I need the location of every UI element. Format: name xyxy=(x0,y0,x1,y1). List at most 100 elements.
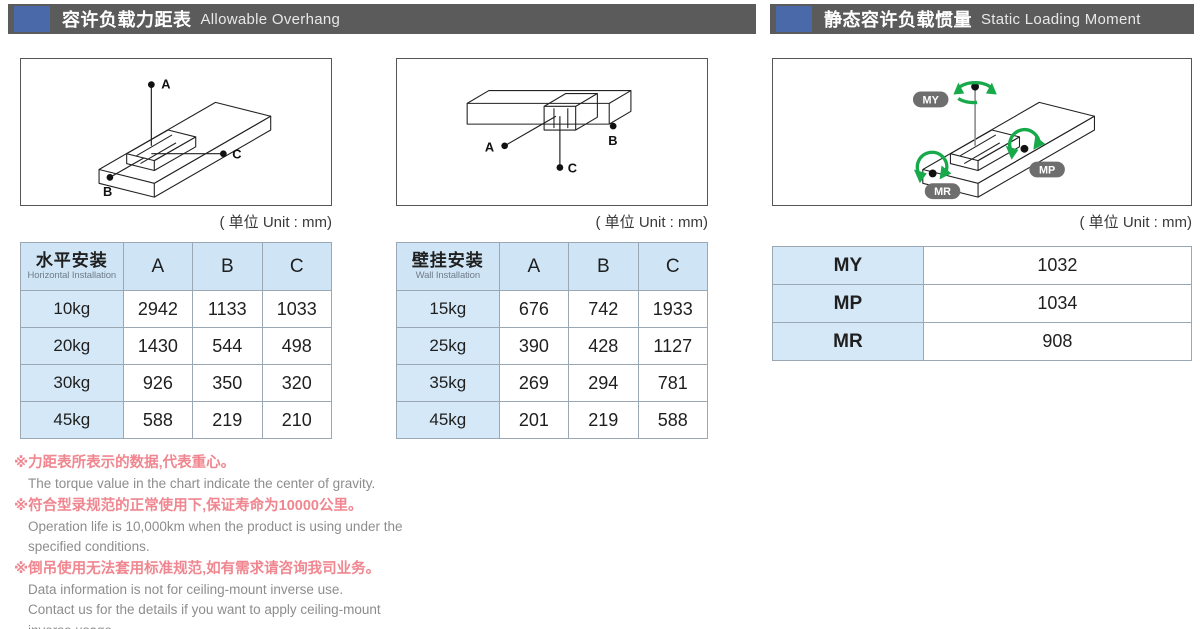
moment-badge-my: MY xyxy=(912,91,949,108)
table-corner-header: 壁挂安装 Wall Installation xyxy=(396,242,500,291)
table-row: 15kg 676 742 1933 xyxy=(396,290,708,328)
cell-a: 2942 xyxy=(122,290,194,328)
cell-a: 926 xyxy=(122,364,194,402)
cell-c: 1127 xyxy=(637,327,708,365)
section-title-en: Static Loading Moment xyxy=(981,10,1141,28)
moment-arrow-my xyxy=(953,80,997,105)
corner-label-en: Wall Installation xyxy=(415,269,481,281)
row-label: 10kg xyxy=(20,290,124,328)
table-row: MP 1034 xyxy=(772,284,1193,323)
footnote-en-3-line-2: Contact us for the details if you want t… xyxy=(28,602,381,618)
moment-label-mr: MR xyxy=(934,186,951,198)
section-title-cn: 容许负载力距表 xyxy=(62,10,192,30)
header-accent-block xyxy=(14,6,50,32)
cell-c: 1033 xyxy=(261,290,332,328)
row-label: 45kg xyxy=(396,401,500,439)
unit-caption-moment: ( 单位 Unit : mm) xyxy=(1079,214,1193,231)
row-label: 25kg xyxy=(396,327,500,365)
cell-b: 1133 xyxy=(192,290,263,328)
table-row: MR 908 xyxy=(772,322,1193,361)
footnote-cn-1: ※力距表所表示的数据‚代表重心。 xyxy=(14,455,236,471)
cell-a: 390 xyxy=(498,327,570,365)
cell-c: 210 xyxy=(261,401,332,439)
moment-badge-mp: MP xyxy=(1029,161,1065,178)
footnotes-block: ※力距表所表示的数据‚代表重心。 The torque value in the… xyxy=(14,452,514,629)
corner-label-cn: 水平安装 xyxy=(35,251,108,271)
diagram-label-a: A xyxy=(161,77,170,92)
footnote-en-2-line-1: Operation life is 10,000km when the prod… xyxy=(28,519,403,535)
section-title-en: Allowable Overhang xyxy=(200,10,341,28)
diagram-wall-installation: A C B xyxy=(396,58,708,206)
table-horizontal-installation: 水平安装 Horizontal Installation A B C 10kg … xyxy=(20,242,332,439)
column-header-b: B xyxy=(568,242,639,291)
wall-rail-illustration: A C B xyxy=(466,90,632,175)
cell-a: 676 xyxy=(498,290,570,328)
cell-b: 294 xyxy=(568,364,639,402)
footnote-cn-3: ※倒吊使用无法套用标准规范‚如有需求请咨询我司业务。 xyxy=(14,560,381,577)
cell-b: 428 xyxy=(568,327,639,365)
table-row: 20kg 1430 544 498 xyxy=(20,327,332,365)
moment-badge-mr: MR xyxy=(924,183,961,200)
corner-label-cn: 壁挂安装 xyxy=(411,251,484,271)
cell-c: 588 xyxy=(637,401,708,439)
table-wall-installation: 壁挂安装 Wall Installation A B C 15kg 676 74… xyxy=(396,242,708,439)
moment-rail-illustration: MY MP MR xyxy=(912,80,1096,200)
cell-value-mp: 1034 xyxy=(922,284,1193,323)
table-row: 45kg 588 219 210 xyxy=(20,401,332,439)
diagram-horizontal-installation: A C B xyxy=(20,58,332,206)
cell-a: 269 xyxy=(498,364,570,402)
cell-a: 1430 xyxy=(122,327,194,365)
horizontal-rail-illustration: A C B xyxy=(98,77,272,199)
cell-c: 320 xyxy=(261,364,332,402)
moment-label-my: MY xyxy=(923,94,940,106)
table-row: 30kg 926 350 320 xyxy=(20,364,332,402)
table-row: MY 1032 xyxy=(772,246,1193,285)
unit-caption-wall: ( 单位 Unit : mm) xyxy=(595,214,709,231)
cell-c: 781 xyxy=(637,364,708,402)
column-header-b: B xyxy=(192,242,263,291)
row-label-mp: MP xyxy=(772,284,924,323)
table-row: 25kg 390 428 1127 xyxy=(396,327,708,365)
header-accent-block xyxy=(776,6,812,32)
footnote-cn-2: ※符合型录规范的正常使用下‚保证寿命为10000公里。 xyxy=(14,497,363,514)
row-label: 15kg xyxy=(396,290,500,328)
table-row: 10kg 2942 1133 1033 xyxy=(20,290,332,328)
table-row: 45kg 201 219 588 xyxy=(396,401,708,439)
row-label: 35kg xyxy=(396,364,500,402)
section-title-cn: 静态容许负载惯量 xyxy=(824,10,972,30)
unit-caption-horizontal: ( 单位 Unit : mm) xyxy=(219,214,333,231)
table-header-row: 壁挂安装 Wall Installation A B C xyxy=(396,242,708,291)
corner-label-en: Horizontal Installation xyxy=(27,269,117,281)
footnote-en-2-line-2: specified conditions. xyxy=(28,539,150,555)
moment-label-mp: MP xyxy=(1039,164,1055,176)
moment-arrow-mp xyxy=(1005,127,1046,160)
diagram-label-c: C xyxy=(568,160,577,175)
footnote-en-3-line-3: inverse usage. xyxy=(14,621,514,629)
row-label-mr: MR xyxy=(772,322,924,361)
column-header-c: C xyxy=(261,242,332,291)
diagram-label-b: B xyxy=(103,184,112,199)
section-header-allowable-overhang: 容许负载力距表 Allowable Overhang xyxy=(8,4,756,34)
column-header-a: A xyxy=(122,242,194,291)
diagram-static-loading-moment: MY MP MR xyxy=(772,58,1192,206)
cell-b: 219 xyxy=(568,401,639,439)
row-label: 45kg xyxy=(20,401,124,439)
cell-a: 201 xyxy=(498,401,570,439)
cell-value-my: 1032 xyxy=(922,246,1193,285)
moment-arrow-mr xyxy=(913,150,952,184)
section-header-static-loading-moment: 静态容许负载惯量 Static Loading Moment xyxy=(770,4,1194,34)
table-header-row: 水平安装 Horizontal Installation A B C xyxy=(20,242,332,291)
cell-b: 544 xyxy=(192,327,263,365)
diagram-label-a: A xyxy=(485,140,494,155)
diagram-label-b: B xyxy=(608,133,617,148)
table-corner-header: 水平安装 Horizontal Installation xyxy=(20,242,124,291)
cell-value-mr: 908 xyxy=(922,322,1193,361)
diagram-label-c: C xyxy=(232,147,241,162)
cell-c: 1933 xyxy=(637,290,708,328)
footnote-en-1-line-1: The torque value in the chart indicate t… xyxy=(28,476,376,492)
column-header-c: C xyxy=(637,242,708,291)
row-label-my: MY xyxy=(772,246,924,285)
table-static-loading-moment: MY 1032 MP 1034 MR 908 xyxy=(772,246,1193,361)
column-header-a: A xyxy=(498,242,570,291)
